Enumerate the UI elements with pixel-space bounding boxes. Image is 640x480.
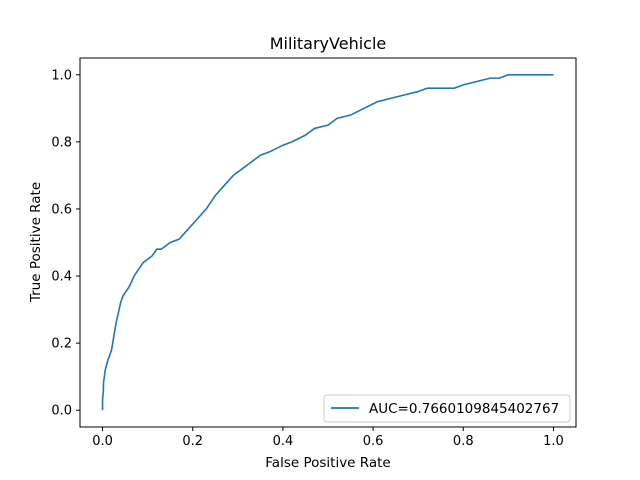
chart-title: MilitaryVehicle <box>270 34 386 53</box>
series-line-0 <box>101 73 554 411</box>
y-tick-label: 1.0 <box>51 68 72 83</box>
x-tick-label: 0.6 <box>363 434 384 449</box>
legend-box <box>323 394 571 423</box>
x-tick-label: 0.8 <box>453 434 474 449</box>
y-tick-label: 0.6 <box>51 202 72 217</box>
legend-label: AUC=0.7660109845402767 <box>369 401 559 417</box>
x-axis-label: False Positive Rate <box>265 455 390 471</box>
x-tick-label: 0.4 <box>273 434 294 449</box>
y-tick-label: 0.0 <box>51 404 72 419</box>
y-axis-label: True Positive Rate <box>28 182 44 303</box>
y-tick-label: 0.4 <box>51 270 72 285</box>
plot-frame <box>79 57 577 428</box>
x-tick-label: 0.2 <box>182 434 203 449</box>
y-tick-label: 0.2 <box>51 337 72 352</box>
x-tick-label: 1.0 <box>543 434 564 449</box>
y-tick-label: 0.8 <box>51 135 72 150</box>
legend: AUC=0.7660109845402767 <box>323 394 571 423</box>
x-tick-label: 0.0 <box>92 434 113 449</box>
plot-area: 0.0 0.2 0.4 0.6 0.8 1.0 0.0 0.2 0.4 0.6 0.8 1.0 <box>51 57 577 449</box>
